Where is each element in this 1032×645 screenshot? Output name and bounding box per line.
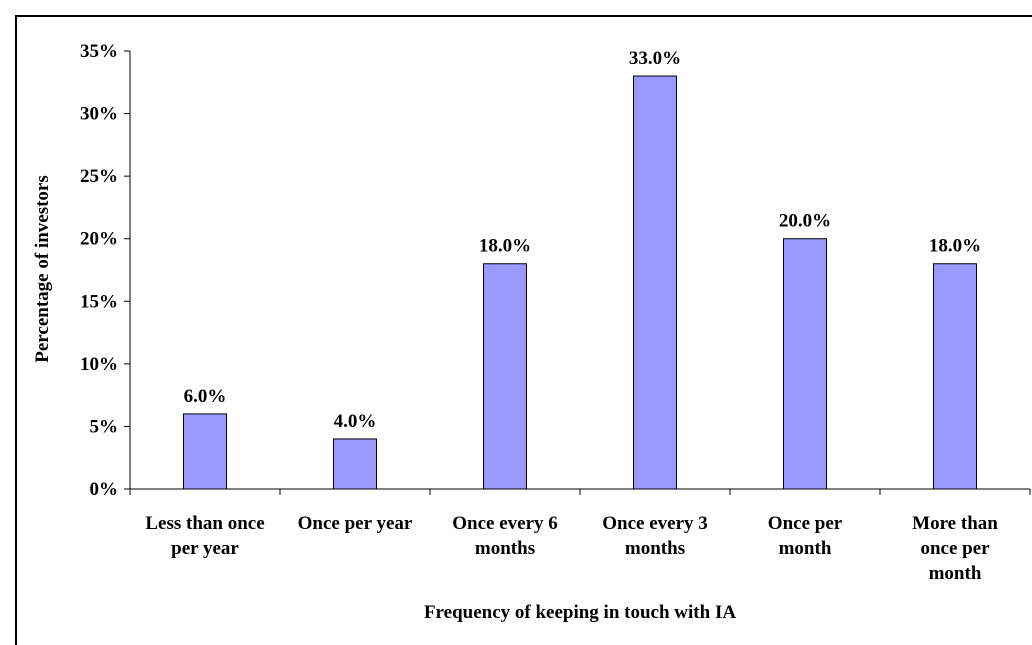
y-tick-label: 15% (80, 291, 118, 312)
data-label: 6.0% (184, 386, 227, 407)
x-tick-label: Once per year (298, 513, 413, 534)
x-tick-label: Once every 6 months (452, 513, 558, 559)
y-tick-label: 5% (90, 416, 119, 437)
bar (483, 263, 527, 490)
y-tick-label: 10% (80, 354, 118, 375)
x-axis-title: Frequency of keeping in touch with IA (424, 602, 736, 623)
x-tick-label: Once per month (768, 513, 843, 559)
bar (183, 413, 227, 490)
chart-frame (15, 15, 1032, 645)
data-label: 18.0% (929, 236, 981, 257)
x-tick-label: Less than once per year (145, 513, 264, 559)
bar (633, 75, 677, 490)
x-tick-label: Once every 3 months (602, 513, 708, 559)
data-label: 4.0% (334, 411, 377, 432)
data-label: 33.0% (629, 48, 681, 69)
data-label: 20.0% (779, 211, 831, 232)
x-tick-label: More than once per month (912, 513, 998, 584)
bar (333, 438, 377, 490)
y-axis-title: Percentage of investors (32, 175, 53, 362)
bar (783, 238, 827, 490)
y-tick-label: 35% (80, 41, 118, 62)
y-tick-label: 0% (90, 479, 119, 500)
y-tick-label: 25% (80, 166, 118, 187)
y-tick-label: 30% (80, 104, 118, 125)
plot-area: 0% 5% 10% 15% 20% 25% 30% 35% 6.0% Less than once… (80, 41, 1031, 584)
data-label: 18.0% (479, 236, 531, 257)
bar (933, 263, 977, 490)
y-tick-label: 20% (80, 229, 118, 250)
